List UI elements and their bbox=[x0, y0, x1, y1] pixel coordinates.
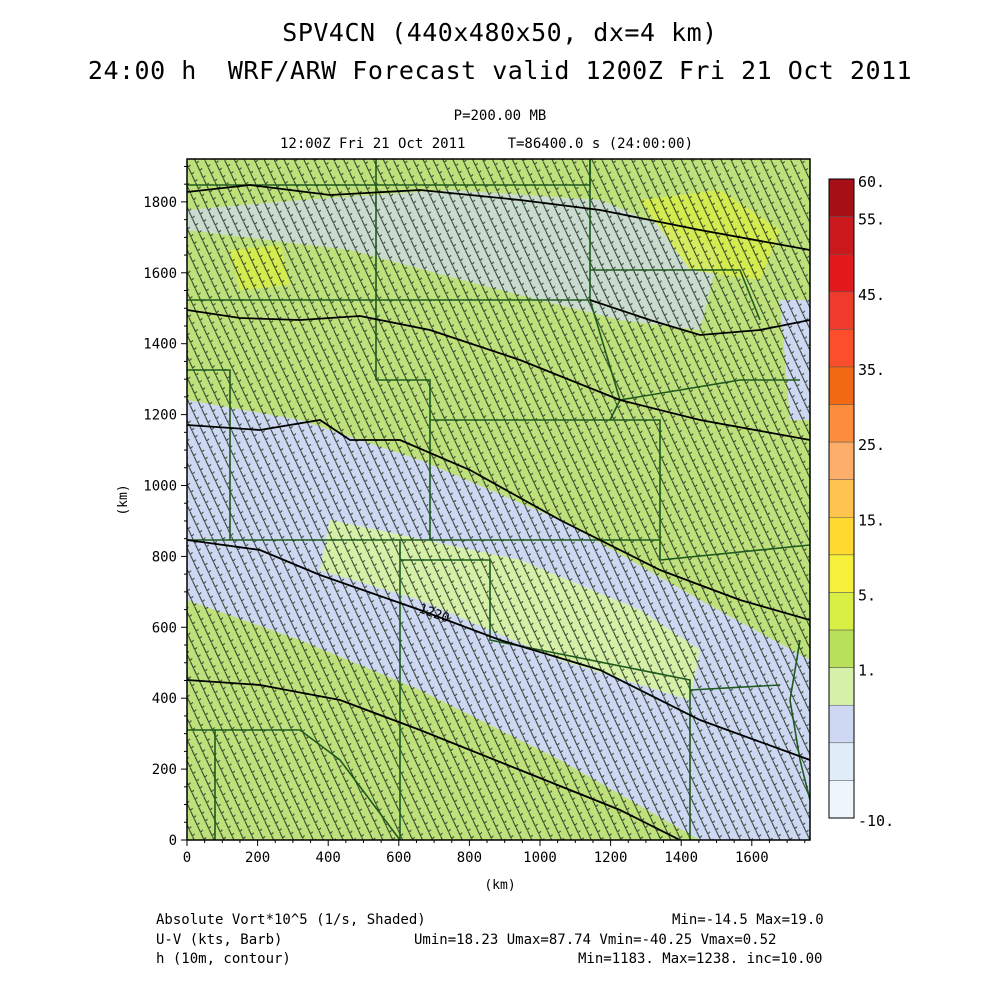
y-axis-label: (km) bbox=[116, 484, 131, 515]
colorbar-label: 5. bbox=[858, 586, 876, 604]
colorbar-swatch bbox=[828, 517, 855, 556]
colorbar-swatch bbox=[828, 366, 855, 405]
x-tick-label: 200 bbox=[245, 850, 270, 866]
height-contour bbox=[187, 539, 810, 761]
x-axis-label: (km) bbox=[484, 878, 515, 893]
height-contour bbox=[187, 679, 681, 840]
colorbar-label: 45. bbox=[858, 286, 885, 304]
plot-frame bbox=[186, 158, 811, 841]
colorbar-swatch bbox=[828, 479, 855, 518]
colorbar-label: 15. bbox=[858, 511, 885, 529]
x-tick-label: 600 bbox=[386, 850, 411, 866]
height-contour bbox=[187, 419, 810, 621]
y-tick-label: 1600 bbox=[143, 266, 177, 282]
x-tick-label: 400 bbox=[316, 850, 341, 866]
field2-label: U-V (kts, Barb) bbox=[156, 932, 283, 948]
y-tick-label: 1000 bbox=[143, 479, 177, 495]
field3-label: h (10m, contour) bbox=[156, 951, 291, 967]
height-contours bbox=[187, 184, 810, 840]
colorbar-swatch bbox=[828, 178, 855, 217]
colorbar-swatch bbox=[828, 667, 855, 706]
height-contour bbox=[187, 184, 810, 251]
colorbar-label: 35. bbox=[858, 361, 885, 379]
y-tick-label: 800 bbox=[152, 549, 177, 565]
field2-stats: Umin=18.23 Umax=87.74 Vmin=-40.25 Vmax=0… bbox=[414, 932, 777, 948]
colorbar-label: 60. bbox=[858, 173, 885, 191]
valid-time: 12:00Z Fri 21 Oct 2011 T=86400.0 s (24:0… bbox=[280, 136, 694, 152]
wind-barbs bbox=[187, 159, 810, 840]
colorbar-swatch bbox=[828, 704, 855, 744]
x-tick-label: 0 bbox=[183, 850, 191, 866]
chart-title-line1: SPV4CN (440x480x50, dx=4 km) bbox=[282, 18, 718, 47]
colorbar-swatch bbox=[828, 329, 855, 368]
field1-label: Absolute Vort*10^5 (1/s, Shaded) bbox=[156, 912, 426, 928]
colorbar-swatch bbox=[828, 404, 855, 443]
colorbar-swatch bbox=[828, 554, 855, 593]
colorbar-swatch bbox=[828, 592, 855, 631]
colorbar-swatch bbox=[828, 629, 855, 668]
colorbar-label: 25. bbox=[858, 436, 885, 454]
colorbar-swatch bbox=[828, 780, 855, 819]
y-tick-label: 200 bbox=[152, 762, 177, 778]
colorbar-label: 1. bbox=[858, 662, 876, 680]
x-tick-label: 800 bbox=[457, 850, 482, 866]
colorbar-swatch bbox=[828, 441, 855, 480]
x-tick-label: 1600 bbox=[735, 850, 769, 866]
colorbar-swatch bbox=[828, 253, 855, 293]
colorbar: 60. 55. 45. 35. 25. 15. 5. 1. -10. bbox=[828, 173, 894, 830]
y-tick-label: 600 bbox=[152, 620, 177, 636]
y-tick-label: 0 bbox=[169, 833, 177, 849]
x-tick-label: 1000 bbox=[523, 850, 557, 866]
y-tick-label: 400 bbox=[152, 691, 177, 707]
colorbar-label: 55. bbox=[858, 211, 885, 229]
y-tick-label: 1400 bbox=[143, 337, 177, 353]
y-tick-label: 1800 bbox=[143, 195, 177, 211]
x-tick-label: 1400 bbox=[664, 850, 698, 866]
colorbar-swatch bbox=[828, 291, 855, 330]
y-axis: 0 200 400 600 800 1000 1200 1400 1600 1800 bbox=[143, 165, 187, 849]
field1-stats: Min=-14.5 Max=19.0 bbox=[672, 912, 824, 928]
height-contour bbox=[589, 299, 810, 336]
pressure-level: P=200.00 MB bbox=[453, 108, 547, 124]
colorbar-swatch bbox=[828, 742, 855, 781]
x-tick-label: 1200 bbox=[594, 850, 628, 866]
y-tick-label: 1200 bbox=[143, 408, 177, 424]
x-axis: 0 200 400 600 800 1000 1200 1400 1600 bbox=[183, 840, 806, 866]
chart-title-line2: 24:00 h WRF/ARW Forecast valid 1200Z Fri… bbox=[87, 56, 913, 85]
field3-stats: Min=1183. Max=1238. inc=10.00 bbox=[578, 951, 823, 967]
vorticity-shading bbox=[187, 159, 810, 840]
colorbar-label: -10. bbox=[858, 812, 894, 830]
colorbar-swatch bbox=[828, 216, 855, 255]
state-boundaries bbox=[187, 159, 810, 840]
height-contour bbox=[187, 309, 810, 441]
